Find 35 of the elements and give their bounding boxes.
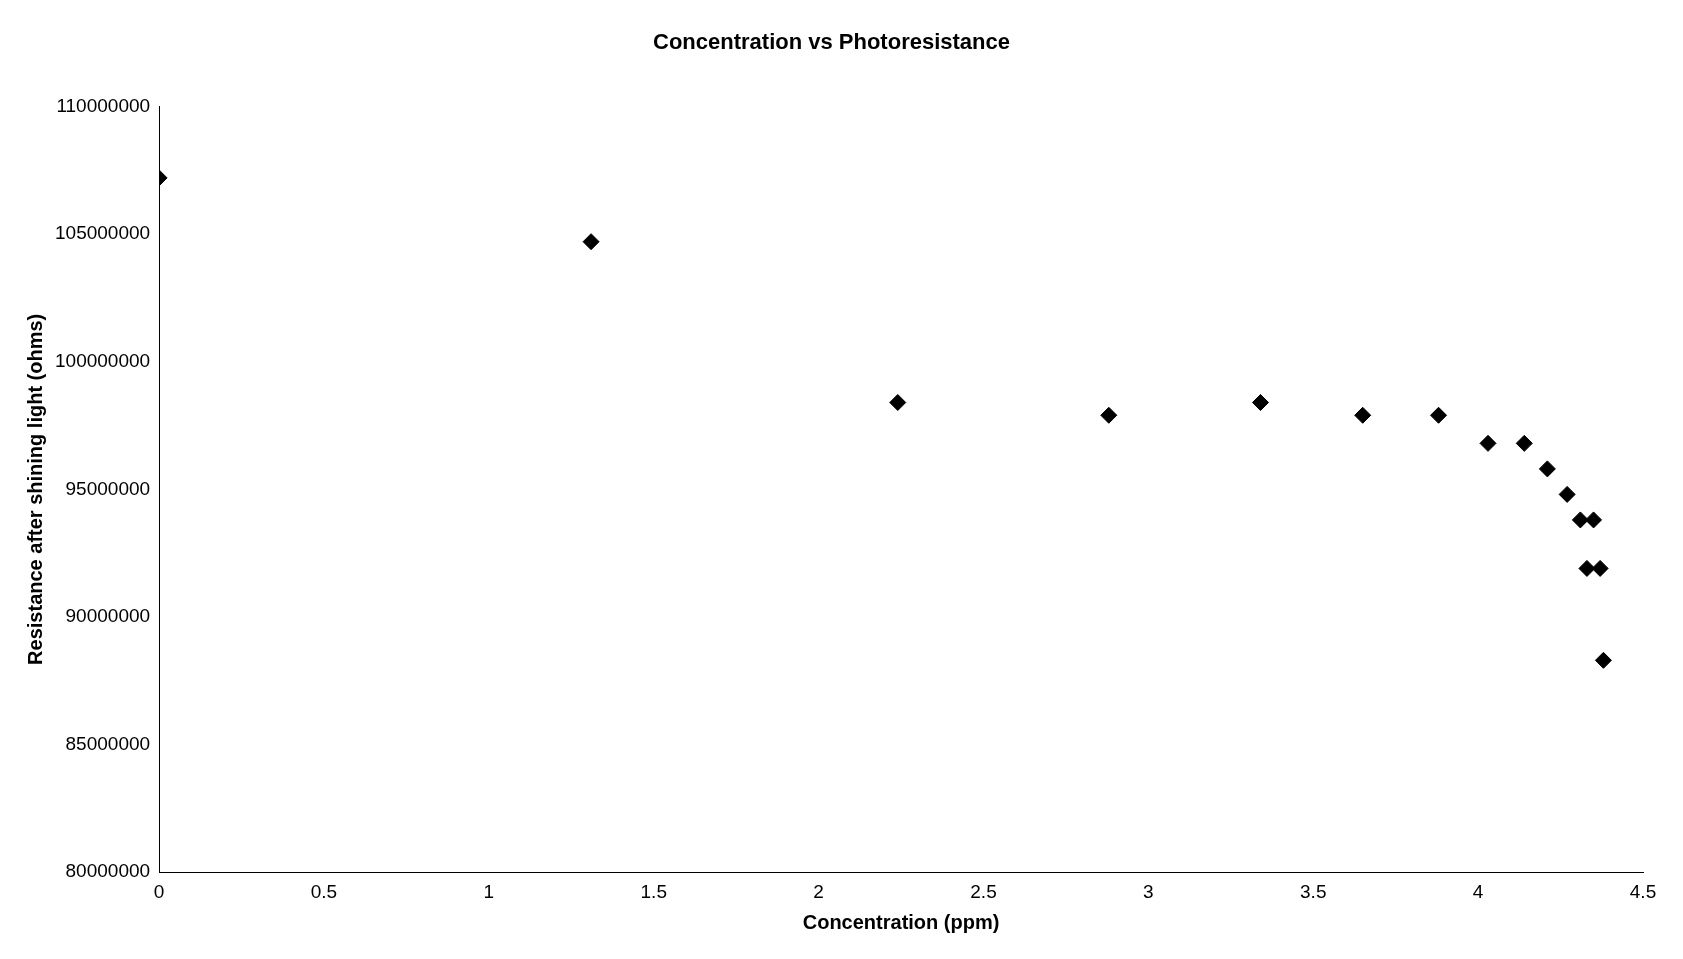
point xyxy=(1585,511,1603,529)
x-tick-label: 1.5 xyxy=(640,880,667,902)
point xyxy=(1594,651,1612,669)
point xyxy=(1251,394,1269,412)
point xyxy=(1571,511,1589,529)
x-tick-label: 4.5 xyxy=(1629,880,1657,902)
point xyxy=(1558,485,1576,503)
point xyxy=(1430,406,1448,424)
y-tick-label: 95000000 xyxy=(65,477,151,499)
y-tick-label: 85000000 xyxy=(65,732,151,754)
x-axis-title: Concentration (ppm) xyxy=(802,910,1000,933)
x-tick-label: 3.5 xyxy=(1300,880,1327,902)
point xyxy=(1515,434,1533,452)
x-tick-label: 4 xyxy=(1472,880,1484,902)
point xyxy=(1578,559,1596,577)
point xyxy=(1591,559,1609,577)
point xyxy=(582,233,600,251)
x-tick-label: 1 xyxy=(483,880,495,902)
x-tick-label: 0 xyxy=(153,880,165,902)
y-tick-label: 110000000 xyxy=(56,94,151,116)
x-tick-label: 3 xyxy=(1143,880,1154,902)
point xyxy=(889,394,907,412)
point xyxy=(1100,406,1118,424)
y-tick-label: 100000000 xyxy=(54,349,151,371)
y-tick-label: 105000000 xyxy=(54,222,151,244)
x-tick-label: 2.5 xyxy=(970,880,997,902)
chart-title: Concentration vs Photoresistance xyxy=(653,29,1010,55)
y-tick-label: 90000000 xyxy=(65,605,151,627)
y-tick-label: 80000000 xyxy=(65,860,151,882)
x-tick-label: 2 xyxy=(813,880,824,902)
y-axis-title: Resistance after shining light (ohms) xyxy=(23,313,46,665)
x-tick-label: 0.5 xyxy=(310,880,338,902)
point xyxy=(1354,406,1372,424)
point xyxy=(1538,460,1556,478)
point xyxy=(1479,434,1497,452)
